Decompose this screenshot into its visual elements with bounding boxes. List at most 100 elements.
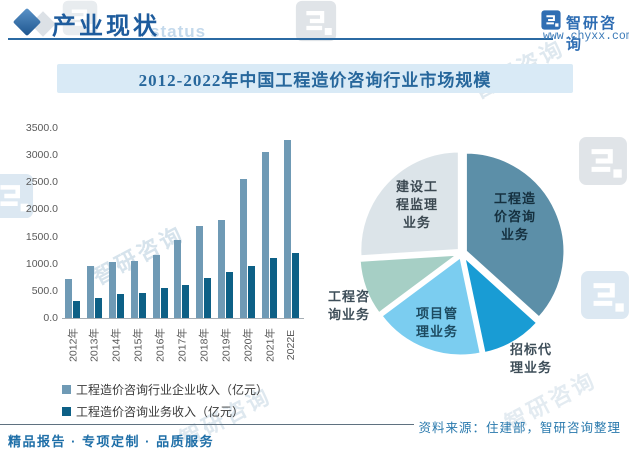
- bar: [108, 261, 116, 318]
- x-tick-label: 2021年: [264, 328, 277, 362]
- brand-logo-icon: [541, 10, 561, 30]
- bar: [182, 284, 190, 318]
- pie-label-cost-consulting: 工程造价咨询业务: [493, 191, 536, 242]
- bar-group: [65, 278, 80, 318]
- y-tick-label: 2500.0: [25, 176, 58, 189]
- footer-divider: [0, 424, 414, 425]
- legend-marker-series1: [62, 385, 71, 394]
- bar: [130, 261, 138, 318]
- bar: [240, 179, 248, 318]
- pie-chart: [358, 150, 566, 357]
- pie-slice: [358, 253, 460, 315]
- x-tick-cell: 2019年: [218, 322, 233, 368]
- x-tick-label: 2015年: [132, 328, 145, 362]
- x-tick-label: 2017年: [176, 328, 189, 362]
- bar-group: [130, 261, 146, 318]
- legend-marker-series2: [62, 407, 71, 416]
- chart-title: 2012-2022年中国工程造价咨询行业市场规模: [138, 71, 492, 90]
- x-tick-cell: 2022E: [284, 322, 299, 368]
- legend-item: 工程造价咨询业务收入（亿元）: [62, 403, 268, 420]
- bar-group: [174, 239, 190, 318]
- y-tick-label: 1000.0: [25, 257, 58, 270]
- pie-label-bid-agency: 招标代理业务: [509, 342, 552, 375]
- x-tick-label: 2020年: [242, 328, 255, 362]
- legend-item: 工程造价咨询行业企业收入（亿元）: [62, 381, 268, 398]
- pie-label-supervision: 建设工程监理业务: [395, 179, 438, 230]
- bar-group: [240, 179, 256, 318]
- bar-group: [108, 261, 124, 318]
- watermark-logo: [578, 136, 628, 186]
- x-tick-cell: 2017年: [174, 322, 189, 368]
- bar-chart-legend: 工程造价咨询行业企业收入（亿元） 工程造价咨询业务收入（亿元）: [62, 381, 268, 420]
- legend-label-series1: 工程造价咨询行业企业收入（亿元）: [76, 383, 269, 397]
- watermark-logo: [580, 270, 629, 320]
- brand-name: 智研咨询: [566, 15, 618, 53]
- y-tick-label: 2000.0: [25, 203, 58, 216]
- bar: [196, 225, 204, 318]
- x-tick-label: 2014年: [110, 328, 123, 362]
- y-tick-label: 1500.0: [25, 230, 58, 243]
- x-tick-label: 2012年: [67, 328, 79, 362]
- x-tick-cell: 2013年: [87, 322, 102, 368]
- pie-slice: [462, 255, 539, 355]
- x-tick-cell: 2015年: [131, 322, 146, 368]
- bar: [86, 265, 94, 318]
- bar-group: [283, 139, 299, 318]
- bar-group: [152, 254, 168, 318]
- legend-label-series2: 工程造价咨询业务收入（亿元）: [76, 405, 245, 419]
- y-tick-label: 3500.0: [25, 122, 58, 134]
- bar: [270, 257, 278, 318]
- pie-chart-labels: 工程造价咨询业务 招标代理业务 项目管理业务 工程咨询业务 建设工程监理业务: [328, 141, 574, 375]
- x-tick-cell: 2021年: [262, 322, 277, 368]
- pie-label-project-management: 项目管理业务: [415, 306, 458, 339]
- bar-group: [262, 152, 278, 318]
- bar: [204, 278, 212, 318]
- y-tick-label: 3000.0: [25, 149, 58, 162]
- bar-chart-axis-line: [62, 318, 304, 319]
- pie-slice: [464, 151, 566, 320]
- bar: [160, 287, 168, 318]
- y-tick-label: 0.0: [43, 312, 58, 324]
- bar: [138, 292, 146, 318]
- footer-tagline: 精品报告 · 专项定制 · 品质服务: [8, 434, 215, 449]
- page-title: 产业现状: [52, 14, 160, 40]
- bar: [73, 300, 80, 318]
- chart-title-band: 2012-2022年中国工程造价咨询行业市场规模: [57, 64, 573, 93]
- x-tick-cell: 2014年: [109, 322, 124, 368]
- bar: [291, 253, 299, 318]
- diamond-bullet-icon: [12, 7, 42, 37]
- bar: [94, 297, 102, 318]
- x-tick-cell: 2020年: [240, 322, 255, 368]
- x-tick-label: 2018年: [198, 328, 211, 362]
- x-tick-label: 2016年: [154, 328, 167, 362]
- x-tick-label: 2013年: [88, 328, 101, 362]
- pie-slice: [358, 150, 461, 258]
- bar: [116, 294, 124, 318]
- bar: [226, 271, 234, 318]
- bar: [262, 152, 270, 318]
- watermark-logo: [295, 0, 337, 42]
- x-tick-cell: 2012年: [65, 322, 80, 368]
- bar: [218, 219, 226, 318]
- y-tick-label: 500.0: [31, 284, 58, 297]
- pie-label-engineering-consulting: 工程咨询业务: [327, 289, 370, 322]
- x-tick-label: 2022E: [285, 329, 298, 361]
- bar: [174, 239, 182, 318]
- bar-chart-x-axis: 2012年 2013年 2014年 2015年 2016年 2017年 2018年 2019年…: [63, 322, 301, 368]
- bar-group: [196, 225, 212, 318]
- x-tick-cell: 2018年: [196, 322, 211, 368]
- pie-slice: [379, 255, 483, 357]
- bar: [248, 265, 256, 318]
- header-divider: [8, 38, 553, 40]
- bar: [152, 254, 160, 318]
- bar: [65, 278, 72, 318]
- bar: [283, 139, 291, 318]
- brand-url: www.chyxx.com: [543, 30, 629, 43]
- x-tick-label: 2019年: [220, 328, 233, 362]
- x-tick-cell: 2016年: [153, 322, 168, 368]
- bar-group: [218, 219, 234, 318]
- bar-group: [86, 265, 102, 318]
- title-watermark: status: [150, 22, 207, 41]
- bar-chart-plot: [63, 128, 301, 318]
